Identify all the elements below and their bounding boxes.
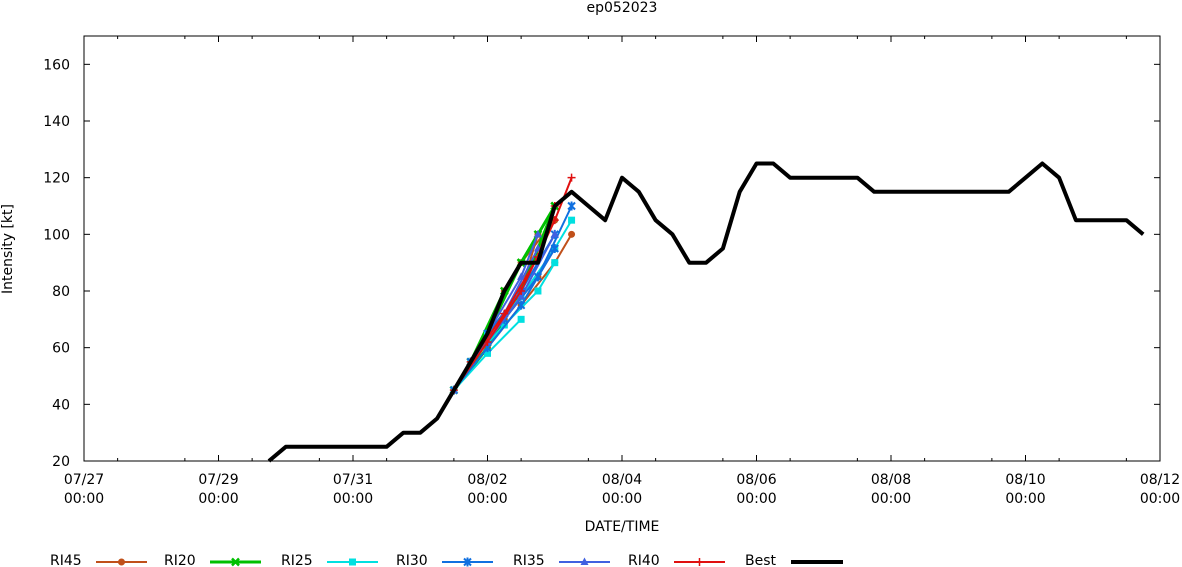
data-point-ri25-shape: [568, 216, 576, 224]
data-point-ri30-shape: [567, 201, 576, 211]
legend-item-best: Best: [745, 553, 843, 567]
data-point-ri25: [484, 349, 491, 357]
legend-swatch-marker: [695, 558, 704, 566]
data-point-ri40-shape: [567, 173, 576, 182]
data-point-ri30-shape: [533, 272, 543, 282]
data-point-ri30: [567, 201, 576, 211]
x-axis-label: DATE/TIME: [585, 519, 660, 535]
x-tick-label-time: 00:00: [64, 491, 104, 507]
legend-label: RI40: [628, 553, 660, 567]
legend-swatch-marker: [463, 557, 472, 567]
legend-swatch-marker: [580, 557, 589, 565]
x-tick-label-date: 07/27: [64, 472, 104, 488]
y-tick-label: 40: [52, 397, 70, 413]
data-point-ri40: [500, 309, 509, 318]
y-tick-label: 100: [43, 227, 70, 243]
legend-label: Best: [745, 553, 777, 567]
legend-label: RI20: [164, 553, 196, 567]
plot-frame: [83, 35, 1161, 462]
legend-label: RI35: [513, 553, 545, 567]
data-point-ri35-shape: [517, 272, 526, 280]
x-tick-label-time: 00:00: [198, 491, 238, 507]
x-tick-label-time: 00:00: [736, 491, 776, 507]
data-point-ri25-shape: [534, 287, 542, 295]
legend-item-ri20: RI20: [164, 553, 261, 567]
data-point-ri25: [534, 287, 542, 295]
y-tick-label: 60: [52, 341, 70, 357]
x-tick-label-time: 00:00: [1140, 491, 1180, 507]
data-point-ri25-shape: [551, 259, 559, 267]
data-point-ri35-shape: [550, 229, 559, 238]
x-tick-label-date: 08/04: [602, 472, 642, 488]
data-point-ri30: [516, 300, 526, 310]
series-best: [267, 161, 1145, 463]
legend-item-ri35: RI35: [513, 553, 610, 567]
legend: RI45 RI20 RI25 RI30 RI35 RI40 Best: [50, 553, 843, 567]
data-point-ri35-shape: [517, 292, 526, 300]
data-point-ri35: [517, 292, 526, 300]
y-tick-label: 20: [52, 454, 70, 470]
series-line-best: [267, 161, 1145, 463]
legend-swatch-marker: [118, 558, 125, 566]
data-point-ri25: [551, 259, 559, 267]
legend-swatch-marker: [349, 558, 356, 566]
legend-label: RI25: [281, 553, 313, 567]
legend-swatch-marker: [231, 557, 240, 567]
data-point-ri35: [550, 229, 559, 238]
data-point-ri35-shape: [533, 229, 542, 238]
legend-label: RI30: [396, 553, 428, 567]
legend-item-ri30: RI30: [396, 553, 493, 567]
x-tick-label-time: 00:00: [871, 491, 911, 507]
data-point-ri25: [568, 216, 576, 224]
y-tick-label: 140: [43, 114, 70, 130]
x-tick-label-date: 08/06: [736, 472, 776, 488]
x-tick-label-date: 08/12: [1140, 472, 1180, 488]
legend-swatch-marker-shape: [463, 557, 472, 567]
legend-item-ri25: RI25: [281, 553, 378, 567]
data-point-ri45-shape: [568, 230, 576, 238]
x-tick-label-time: 00:00: [333, 491, 373, 507]
data-point-ri35: [517, 272, 526, 280]
x-tick-label-time: 00:00: [602, 491, 642, 507]
y-tick-label: 80: [52, 284, 70, 300]
data-point-ri25: [517, 315, 525, 323]
x-tick-label-date: 08/08: [871, 472, 911, 488]
chart-title: ep052023: [587, 0, 658, 16]
legend-swatch-marker-shape: [580, 557, 589, 565]
y-tick-label: 120: [43, 171, 70, 187]
x-tick-label-date: 07/29: [198, 472, 238, 488]
y-axis-label: Intensity [kt]: [0, 204, 16, 294]
data-point-ri35: [533, 229, 542, 238]
legend-item-ri45: RI45: [50, 553, 147, 567]
x-tick-label-time: 00:00: [1005, 491, 1045, 507]
legend-swatch-marker-shape: [695, 558, 704, 566]
x-tick-label-time: 00:00: [467, 491, 507, 507]
legend-label: RI45: [50, 553, 82, 567]
legend-swatch-marker-shape: [118, 558, 125, 566]
x-tick-label-date: 08/02: [467, 472, 507, 488]
data-point-ri40-shape: [500, 309, 509, 318]
y-tick-label: 160: [43, 57, 70, 73]
data-point-ri25-shape: [484, 349, 491, 357]
x-tick-label-date: 08/10: [1005, 472, 1045, 488]
data-point-ri40: [567, 173, 576, 182]
axis-ticks: 20 40 60 80 100 120 140 160 07/27 00:00 07/29 00:00…: [43, 36, 1180, 507]
legend-item-ri40: RI40: [628, 553, 725, 567]
data-point-ri45: [568, 230, 576, 238]
data-point-ri25-shape: [517, 315, 525, 323]
plot-area: [267, 161, 1145, 463]
legend-swatch-marker-shape: [231, 557, 240, 567]
x-tick-label-date: 07/31: [333, 472, 373, 488]
data-point-ri30-shape: [516, 300, 526, 310]
data-point-ri30: [533, 272, 543, 282]
series-line-ri20: [486, 205, 557, 335]
legend-swatch-marker-shape: [349, 558, 356, 566]
